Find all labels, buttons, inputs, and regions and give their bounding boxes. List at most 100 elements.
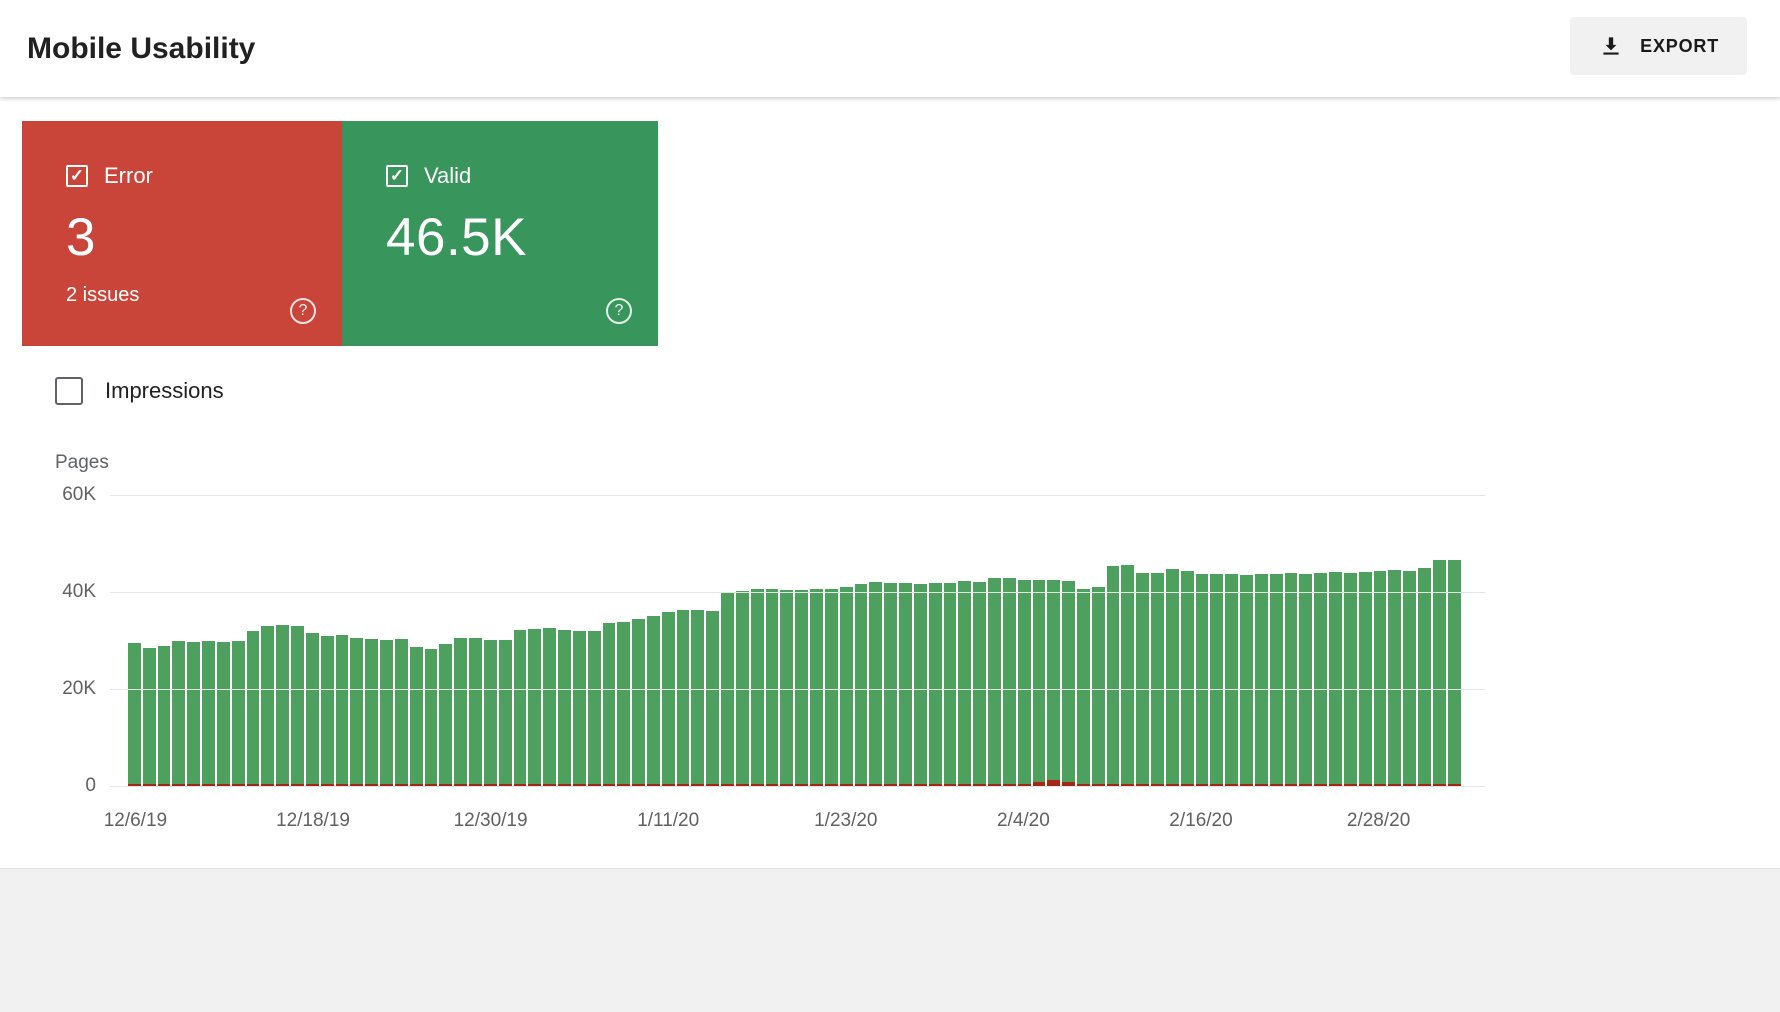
- valid-pages-bar[interactable]: [409, 646, 423, 786]
- valid-pages-bar[interactable]: [913, 583, 927, 786]
- valid-pages-bar[interactable]: [142, 647, 156, 786]
- valid-pages-bar[interactable]: [1358, 571, 1372, 786]
- valid-pages-bar[interactable]: [335, 635, 349, 786]
- valid-pages-bar[interactable]: [1195, 574, 1209, 786]
- valid-pages-bar[interactable]: [1225, 574, 1239, 786]
- valid-pages-bar[interactable]: [617, 621, 631, 786]
- valid-pages-bar[interactable]: [291, 626, 304, 786]
- valid-pages-bar[interactable]: [276, 624, 290, 786]
- valid-pages-bar[interactable]: [187, 641, 201, 786]
- valid-pages-bar[interactable]: [765, 589, 779, 786]
- valid-pages-bar[interactable]: [869, 582, 883, 786]
- valid-pages-bar[interactable]: [1210, 573, 1224, 786]
- valid-pages-bar[interactable]: [1254, 573, 1268, 786]
- valid-pages-bar[interactable]: [216, 641, 230, 786]
- valid-pages-bar[interactable]: [1136, 572, 1150, 786]
- valid-pages-bar[interactable]: [854, 584, 868, 786]
- valid-pages-bar[interactable]: [1269, 574, 1283, 786]
- valid-pages-bar[interactable]: [661, 611, 675, 786]
- valid-pages-bar[interactable]: [1165, 568, 1179, 786]
- valid-pages-bar[interactable]: [128, 643, 141, 786]
- valid-pages-bar[interactable]: [543, 628, 557, 786]
- valid-pages-bar[interactable]: [1240, 574, 1253, 786]
- valid-pages-bar[interactable]: [795, 589, 809, 786]
- valid-pages-bar[interactable]: [558, 630, 571, 786]
- valid-pages-bar[interactable]: [943, 583, 957, 786]
- valid-pages-bar[interactable]: [483, 639, 497, 786]
- valid-pages-bar[interactable]: [454, 637, 468, 786]
- valid-pages-bar[interactable]: [928, 582, 942, 786]
- error-pages-segment: [172, 784, 186, 786]
- valid-pages-bar[interactable]: [706, 610, 720, 786]
- valid-pages-bar[interactable]: [350, 638, 364, 786]
- valid-pages-bar[interactable]: [513, 630, 527, 786]
- valid-pages-bar[interactable]: [1343, 572, 1357, 786]
- valid-pages-bar[interactable]: [157, 646, 171, 786]
- error-pages-segment: [276, 784, 290, 786]
- valid-pages-bar[interactable]: [572, 631, 586, 786]
- error-card[interactable]: ✓ Error 3 2 issues ?: [22, 121, 342, 346]
- valid-pages-bar[interactable]: [1032, 580, 1046, 786]
- valid-pages-bar[interactable]: [394, 638, 408, 786]
- valid-pages-bar[interactable]: [1329, 572, 1342, 786]
- valid-pages-bar[interactable]: [839, 587, 853, 786]
- valid-pages-bar[interactable]: [691, 609, 705, 786]
- valid-pages-bar[interactable]: [1418, 567, 1431, 786]
- valid-pages-bar[interactable]: [261, 625, 275, 786]
- valid-pages-bar[interactable]: [424, 648, 438, 786]
- valid-pages-bar[interactable]: [231, 641, 245, 786]
- valid-pages-bar[interactable]: [602, 623, 616, 786]
- y-axis-tick: 20K: [62, 678, 96, 699]
- help-icon[interactable]: ?: [290, 298, 316, 324]
- valid-pages-bar[interactable]: [1314, 572, 1328, 786]
- valid-pages-bar[interactable]: [988, 578, 1001, 786]
- valid-pages-bar[interactable]: [1002, 577, 1016, 786]
- valid-pages-bar[interactable]: [1180, 570, 1194, 786]
- valid-checkbox-checked-icon[interactable]: ✓: [386, 165, 408, 187]
- valid-pages-bar[interactable]: [1077, 588, 1090, 786]
- valid-pages-bar[interactable]: [958, 581, 972, 786]
- valid-pages-bar[interactable]: [750, 588, 764, 786]
- valid-pages-bar[interactable]: [632, 619, 645, 786]
- valid-pages-bar[interactable]: [810, 588, 823, 786]
- valid-pages-bar[interactable]: [305, 632, 319, 786]
- valid-pages-bar[interactable]: [1047, 579, 1061, 786]
- valid-pages-bar[interactable]: [1432, 560, 1446, 786]
- valid-pages-bar[interactable]: [676, 610, 690, 786]
- valid-pages-bar[interactable]: [1017, 579, 1031, 786]
- valid-pages-bar[interactable]: [780, 590, 794, 786]
- valid-pages-bar[interactable]: [1091, 587, 1105, 786]
- valid-pages-bar[interactable]: [899, 583, 912, 786]
- valid-pages-bar[interactable]: [1151, 573, 1164, 786]
- valid-pages-bar[interactable]: [1284, 573, 1298, 786]
- valid-pages-bar[interactable]: [824, 589, 838, 786]
- valid-pages-bar[interactable]: [1121, 564, 1135, 786]
- valid-pages-bar[interactable]: [528, 628, 542, 786]
- valid-pages-bar[interactable]: [1388, 570, 1402, 786]
- valid-pages-bar[interactable]: [202, 641, 215, 786]
- valid-pages-bar[interactable]: [380, 639, 393, 786]
- valid-pages-bar[interactable]: [498, 640, 512, 786]
- valid-pages-bar[interactable]: [320, 636, 334, 786]
- valid-pages-bar[interactable]: [469, 638, 482, 786]
- valid-pages-bar[interactable]: [1062, 580, 1075, 786]
- valid-pages-bar[interactable]: [884, 582, 898, 786]
- impressions-checkbox[interactable]: [55, 377, 83, 405]
- valid-pages-bar[interactable]: [587, 630, 601, 786]
- help-icon[interactable]: ?: [606, 298, 632, 324]
- valid-pages-bar[interactable]: [1447, 560, 1461, 786]
- error-pages-segment: [899, 784, 912, 786]
- valid-pages-bar[interactable]: [646, 616, 660, 786]
- valid-pages-bar[interactable]: [365, 639, 379, 786]
- valid-pages-bar[interactable]: [1373, 571, 1387, 786]
- valid-pages-bar[interactable]: [1106, 565, 1120, 786]
- valid-pages-bar[interactable]: [246, 630, 260, 786]
- valid-pages-bar[interactable]: [1403, 570, 1417, 786]
- valid-card[interactable]: ✓ Valid 46.5K ?: [342, 121, 658, 346]
- valid-pages-bar[interactable]: [1299, 573, 1313, 786]
- error-checkbox-checked-icon[interactable]: ✓: [66, 165, 88, 187]
- export-button[interactable]: EXPORT: [1570, 17, 1747, 75]
- valid-pages-bar[interactable]: [973, 582, 987, 786]
- valid-pages-bar[interactable]: [172, 641, 186, 786]
- valid-pages-bar[interactable]: [439, 644, 453, 786]
